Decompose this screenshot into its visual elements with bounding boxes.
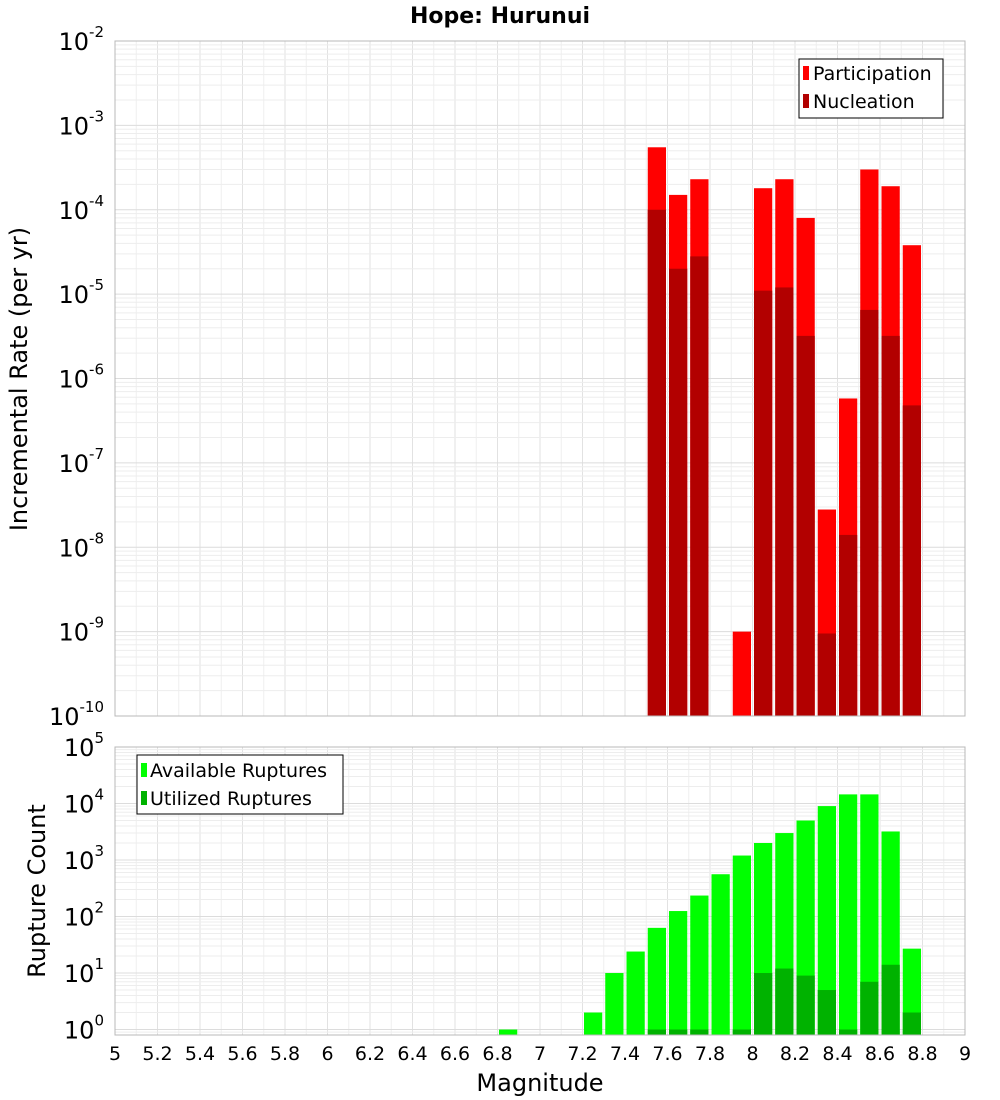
x-tick-label: 6.2 <box>355 1043 385 1065</box>
bottom-bar-available-ruptures-m8.35 <box>817 806 836 1035</box>
bottom-y-tick-label: 104 <box>64 786 104 819</box>
top-bar-participation-m7.95 <box>732 631 751 716</box>
top-y-tick-label: 10-6 <box>58 361 104 394</box>
bottom-bar-utilized-ruptures-m8.55 <box>860 981 879 1035</box>
bottom-bar-utilized-ruptures-m8.35 <box>817 990 836 1035</box>
top-bar-nucleation-m7.75 <box>690 256 709 716</box>
x-axis-label: Magnitude <box>476 1069 603 1097</box>
x-tick-label: 8.8 <box>907 1043 937 1065</box>
bottom-y-tick-label: 100 <box>64 1012 104 1045</box>
chart-title: Hope: Hurunui <box>410 4 590 29</box>
top-bar-nucleation-m8.65 <box>881 335 900 716</box>
top-y-tick-label: 10-7 <box>58 445 104 478</box>
top-legend-box <box>798 58 944 119</box>
bottom-bar-available-ruptures-m7.45 <box>626 951 645 1035</box>
bottom-bars <box>499 794 921 1035</box>
bottom-bar-utilized-ruptures-m7.95 <box>732 1029 751 1035</box>
bottom-bar-utilized-ruptures-m7.65 <box>669 1029 688 1035</box>
bottom-bar-available-ruptures-m7.75 <box>690 895 709 1035</box>
legend-swatch-utilized <box>141 791 147 805</box>
x-tick-label: 7.4 <box>610 1043 640 1065</box>
top-bars <box>647 147 921 717</box>
top-y-tick-labels: 10-10 10-9 10-8 10-7 10-6 10-5 10-4 10-3 10-2 <box>49 23 104 731</box>
bottom-y-tick-label: 102 <box>64 899 104 932</box>
bottom-y-tick-label: 101 <box>64 955 104 988</box>
bottom-bar-available-ruptures-m7.65 <box>669 911 688 1035</box>
bottom-panel: 100 101 102 103 104 105 5 5.2 5.4 5.6 5.8 6 6.2 6.4 6… <box>23 729 971 1097</box>
top-bar-nucleation-m8.15 <box>775 287 794 716</box>
top-legend: Participation Nucleation <box>798 58 944 119</box>
bottom-bar-available-ruptures-m8.55 <box>860 794 879 1035</box>
top-bar-nucleation-m8.35 <box>817 633 836 716</box>
x-tick-label: 7.6 <box>652 1043 682 1065</box>
bottom-bar-utilized-ruptures-m8.65 <box>881 964 900 1035</box>
top-y-tick-label: 10-5 <box>58 276 104 309</box>
bottom-bar-utilized-ruptures-m8.25 <box>796 975 815 1035</box>
x-tick-label: 5.2 <box>142 1043 172 1065</box>
bottom-bar-available-ruptures-m7.85 <box>711 874 730 1035</box>
bottom-bar-available-ruptures-m7.55 <box>647 927 666 1035</box>
x-tick-label: 8.4 <box>822 1043 852 1065</box>
top-bar-nucleation-m7.55 <box>647 209 666 716</box>
top-bar-nucleation-m8.75 <box>902 405 921 716</box>
top-grid <box>114 40 966 717</box>
top-y-tick-label: 10-10 <box>49 698 104 731</box>
legend-swatch-available <box>141 763 147 777</box>
bottom-y-tick-label: 105 <box>64 729 104 762</box>
bottom-y-axis-label: Rupture Count <box>23 804 51 978</box>
top-bar-nucleation-m8.45 <box>839 534 858 716</box>
top-y-axis-label: Incremental Rate (per yr) <box>5 227 33 531</box>
legend-swatch-nucleation <box>803 94 809 108</box>
legend-label-utilized: Utilized Ruptures <box>150 788 312 810</box>
bottom-bar-available-ruptures-m8.45 <box>839 794 858 1035</box>
top-bar-nucleation-m8.05 <box>754 290 773 716</box>
top-y-tick-label: 10-8 <box>58 529 104 562</box>
bottom-legend: Available Ruptures Utilized Ruptures <box>136 754 344 815</box>
bottom-bar-utilized-ruptures-m8.75 <box>902 1012 921 1035</box>
x-tick-label: 6.8 <box>482 1043 512 1065</box>
top-y-tick-label: 10-9 <box>58 614 104 647</box>
x-tick-labels: 5 5.2 5.4 5.6 5.8 6 6.2 6.4 6.6 6.8 7 7.2 7.4 7.6 7.8 8… <box>109 1043 971 1065</box>
legend-label-participation: Participation <box>813 63 932 85</box>
x-tick-label: 7.8 <box>695 1043 725 1065</box>
x-tick-label: 9 <box>959 1043 971 1065</box>
bottom-legend-box <box>136 754 344 815</box>
x-tick-label: 6.4 <box>397 1043 427 1065</box>
bottom-bar-available-ruptures-m7.25 <box>584 1012 603 1035</box>
legend-label-available: Available Ruptures <box>150 760 327 782</box>
x-tick-label: 8 <box>746 1043 758 1065</box>
bottom-plot-frame <box>114 746 966 1036</box>
x-tick-label: 7 <box>534 1043 546 1065</box>
x-tick-label: 8.6 <box>865 1043 895 1065</box>
bottom-bar-utilized-ruptures-m8.15 <box>775 968 794 1035</box>
top-y-tick-label: 10-4 <box>58 192 104 225</box>
x-tick-label: 6 <box>321 1043 333 1065</box>
bottom-y-tick-label: 103 <box>64 842 104 875</box>
legend-label-nucleation: Nucleation <box>813 91 915 113</box>
x-tick-label: 5.4 <box>185 1043 215 1065</box>
top-bar-nucleation-m8.55 <box>860 309 879 716</box>
x-tick-label: 5 <box>109 1043 121 1065</box>
bottom-bar-utilized-ruptures-m7.75 <box>690 1029 709 1035</box>
x-tick-label: 6.6 <box>440 1043 470 1065</box>
top-bar-nucleation-m8.25 <box>796 335 815 716</box>
bottom-bar-utilized-ruptures-m7.55 <box>647 1029 666 1035</box>
top-plot-frame <box>114 40 966 717</box>
legend-swatch-participation <box>803 66 809 80</box>
x-tick-label: 8.2 <box>780 1043 810 1065</box>
top-panel: 10-10 10-9 10-8 10-7 10-6 10-5 10-4 10-3 10-2 In… <box>5 23 966 731</box>
x-tick-label: 5.6 <box>227 1043 257 1065</box>
bottom-bar-available-ruptures-m6.85 <box>499 1029 518 1035</box>
bottom-bar-utilized-ruptures-m8.05 <box>754 973 773 1035</box>
bottom-bar-available-ruptures-m7.95 <box>732 855 751 1035</box>
top-y-tick-label: 10-2 <box>58 23 104 56</box>
top-y-tick-label: 10-3 <box>58 107 104 140</box>
bottom-bar-utilized-ruptures-m8.45 <box>839 1029 858 1035</box>
x-tick-label: 5.8 <box>270 1043 300 1065</box>
bottom-y-tick-labels: 100 101 102 103 104 105 <box>64 729 104 1045</box>
top-bar-nucleation-m7.65 <box>669 268 688 716</box>
x-tick-label: 7.2 <box>567 1043 597 1065</box>
bottom-bar-available-ruptures-m7.35 <box>605 973 624 1035</box>
